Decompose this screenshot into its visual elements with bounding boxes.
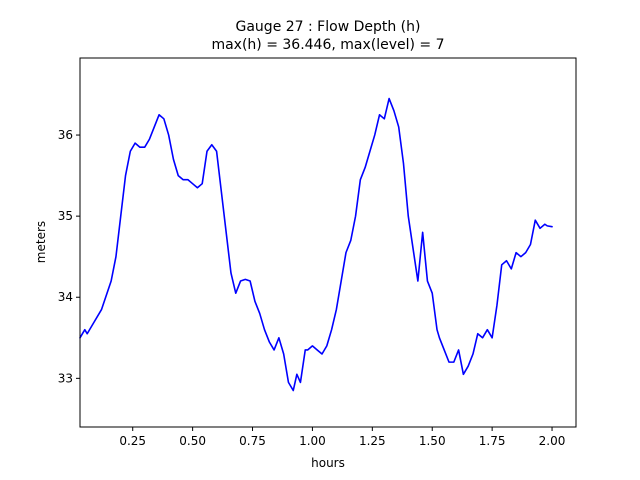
series-line-0 bbox=[79, 97, 553, 392]
x-tick-label: 1.25 bbox=[359, 434, 386, 448]
chart-title-line2: max(h) = 36.446, max(level) = 7 bbox=[211, 37, 444, 53]
y-axis-label: meters bbox=[34, 221, 48, 263]
x-tick-label: 0.25 bbox=[119, 434, 146, 448]
axes-frame bbox=[79, 57, 577, 428]
y-tick-label: 34 bbox=[58, 290, 73, 304]
x-tick-label: 2.00 bbox=[539, 434, 566, 448]
x-tick-label: 1.75 bbox=[479, 434, 506, 448]
series-layer bbox=[79, 97, 553, 392]
x-tick-label: 1.00 bbox=[299, 434, 326, 448]
y-axis: 33 34 35 36 bbox=[58, 128, 80, 385]
x-tick-label: 1.50 bbox=[419, 434, 446, 448]
x-tick-label: 0.50 bbox=[179, 434, 206, 448]
chart-title-line1: Gauge 27 : Flow Depth (h) bbox=[236, 19, 421, 35]
plot-area: 0.25 0.50 0.75 1.00 1.25 1.50 1.75 2.00 3334353… bbox=[58, 57, 577, 448]
x-tick-label: 0.75 bbox=[239, 434, 266, 448]
y-tick-label: 36 bbox=[58, 128, 73, 142]
x-axis: 0.25 0.50 0.75 1.00 1.25 1.50 1.75 2.00 bbox=[119, 427, 565, 448]
x-axis-label: hours bbox=[311, 456, 345, 470]
y-tick-label: 35 bbox=[58, 209, 73, 223]
y-tick-label: 33 bbox=[58, 371, 73, 385]
